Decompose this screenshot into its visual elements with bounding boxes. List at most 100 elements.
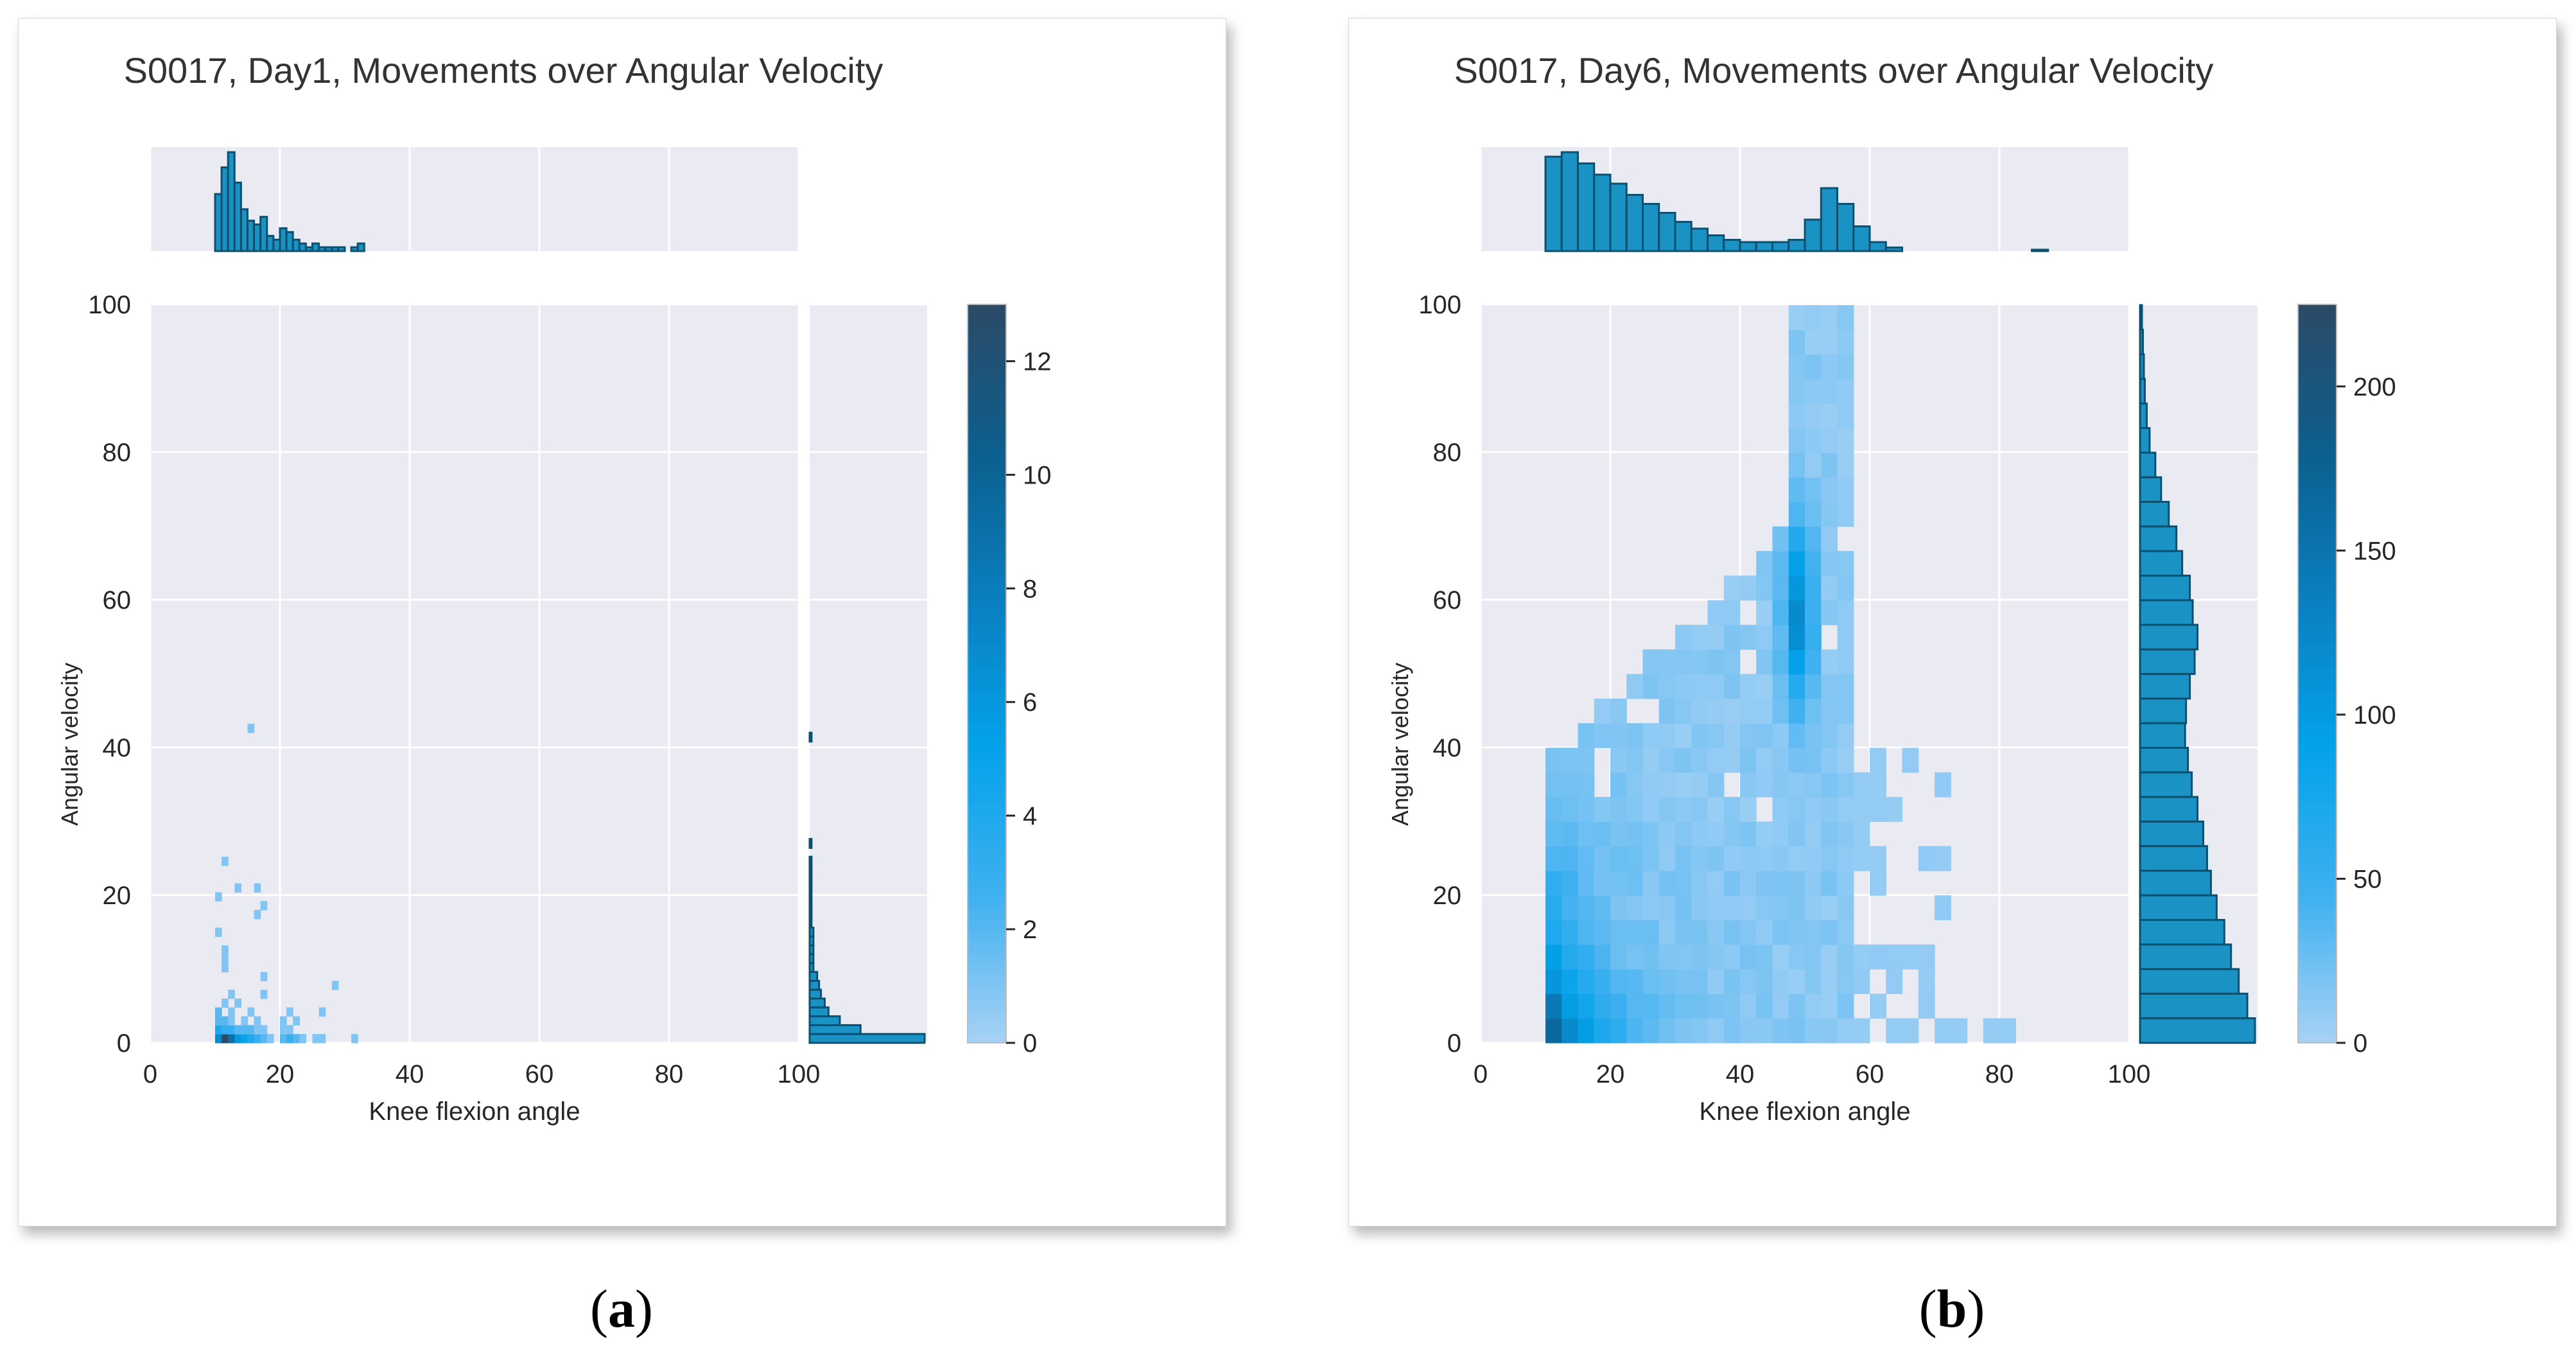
heatmap-cell (1788, 452, 1806, 478)
right-histogram-bar (808, 988, 822, 1000)
y-tick-label: 60 (103, 586, 132, 615)
heatmap-cell (1626, 821, 1644, 847)
heatmap-cell (228, 1025, 235, 1035)
chart-title: S0017, Day1, Movements over Angular Velo… (124, 50, 883, 91)
heatmap-cell (1723, 674, 1741, 699)
heatmap-cell (1594, 698, 1611, 724)
heatmap-cell (215, 927, 222, 937)
colorbar-segment (968, 778, 1006, 785)
top-histogram-bar (1804, 218, 1822, 252)
heatmap-cell (1788, 674, 1806, 699)
heatmap-cell (1805, 797, 1822, 822)
heatmap-cell (1837, 575, 1854, 601)
heatmap-cell (1821, 379, 1838, 404)
colorbar-segment (2298, 372, 2337, 379)
colorbar-segment (968, 1030, 1006, 1038)
jointplot-day6: S0017, Day6, Movements over Angular Velo… (1387, 50, 2396, 1126)
colorbar-tick-label: 10 (1023, 461, 1052, 489)
top-histogram-bar (1852, 225, 1871, 252)
heatmap-cell (1853, 797, 1870, 822)
heatmap-cell (1772, 747, 1789, 773)
colorbar-segment (2298, 827, 2337, 834)
colorbar-segment (968, 649, 1006, 656)
colorbar-segment (968, 519, 1006, 527)
colorbar-segment (2298, 593, 2337, 600)
heatmap-cell (1675, 944, 1692, 970)
heatmap-cell (1545, 993, 1562, 1019)
heatmap-cell (1837, 747, 1854, 773)
colorbar-segment (968, 563, 1006, 570)
colorbar-segment (968, 827, 1006, 834)
heatmap-cell (1545, 969, 1562, 995)
colorbar-segment (2298, 717, 2337, 724)
colorbar-segment (968, 864, 1006, 871)
top-histogram-bar (1755, 241, 1773, 252)
colorbar-segment (968, 408, 1006, 416)
heatmap-cell (1837, 944, 1854, 970)
x-axis-label: Knee flexion angle (369, 1097, 580, 1126)
colorbar-segment (2298, 790, 2337, 798)
colorbar-segment (968, 834, 1006, 841)
colorbar-segment (968, 655, 1006, 662)
heatmap-cell (1658, 772, 1676, 798)
colorbar-tick-label: 2 (1023, 916, 1037, 944)
colorbar-segment (2298, 870, 2337, 878)
heatmap-cell (1821, 551, 1838, 576)
heatmap-cell (1837, 870, 1854, 896)
colorbar-segment (968, 427, 1006, 435)
heatmap-cell (1756, 944, 1773, 970)
heatmap-cell (1788, 551, 1806, 576)
y-tick-label: 60 (1433, 586, 1462, 615)
heatmap-cell (260, 972, 268, 981)
heatmap-cell (222, 945, 229, 955)
colorbar-segment (968, 913, 1006, 921)
heatmap-cell (1918, 846, 1935, 871)
colorbar-segment (968, 963, 1006, 970)
colorbar-segment (2298, 495, 2337, 502)
heatmap-cell (286, 1007, 293, 1017)
colorbar-segment (968, 667, 1006, 674)
heatmap-cell (1626, 674, 1644, 699)
heatmap-cell (1902, 944, 1919, 970)
colorbar-segment (2298, 895, 2337, 902)
colorbar-segment (968, 686, 1006, 693)
y-tick-label: 40 (1433, 734, 1462, 762)
colorbar-segment (2298, 1030, 2337, 1038)
colorbar-segment (968, 975, 1006, 982)
colorbar-segment (968, 981, 1006, 988)
heatmap-cell (1658, 821, 1676, 847)
heatmap-cell (1723, 747, 1741, 773)
heatmap-cell (1594, 723, 1611, 749)
heatmap-cell (1610, 920, 1627, 945)
colorbar-segment (968, 735, 1006, 742)
heatmap-cell (1788, 993, 1806, 1019)
colorbar-segment (968, 556, 1006, 564)
colorbar-segment (968, 495, 1006, 502)
colorbar-segment (968, 378, 1006, 385)
colorbar-segment (2298, 1006, 2337, 1013)
heatmap-cell (1594, 846, 1611, 871)
top-histogram-bar (298, 242, 307, 252)
colorbar-segment (968, 489, 1006, 496)
heatmap-cell (1805, 403, 1822, 429)
heatmap-cell (1837, 993, 1854, 1019)
colorbar-segment (2298, 606, 2337, 613)
heatmap-cell (247, 1025, 255, 1035)
heatmap-cell (1756, 993, 1773, 1019)
top-histogram-bar (247, 220, 256, 252)
right-histogram-bar (808, 927, 815, 938)
colorbar-segment (2298, 846, 2337, 853)
heatmap-cell (1756, 870, 1773, 896)
heatmap-cell (1562, 821, 1579, 847)
colorbar-segment (2298, 415, 2337, 422)
heatmap-cell (1691, 772, 1709, 798)
x-tick-label: 100 (2108, 1060, 2151, 1088)
colorbar-segment (968, 526, 1006, 533)
y-tick-label: 20 (103, 882, 132, 910)
heatmap-cell (1545, 1018, 1562, 1043)
y-tick-label: 40 (103, 734, 132, 762)
colorbar-segment (2298, 753, 2337, 760)
heatmap-cell (1805, 772, 1822, 798)
colorbar-segment (2298, 501, 2337, 509)
heatmap-cell (247, 1034, 255, 1043)
